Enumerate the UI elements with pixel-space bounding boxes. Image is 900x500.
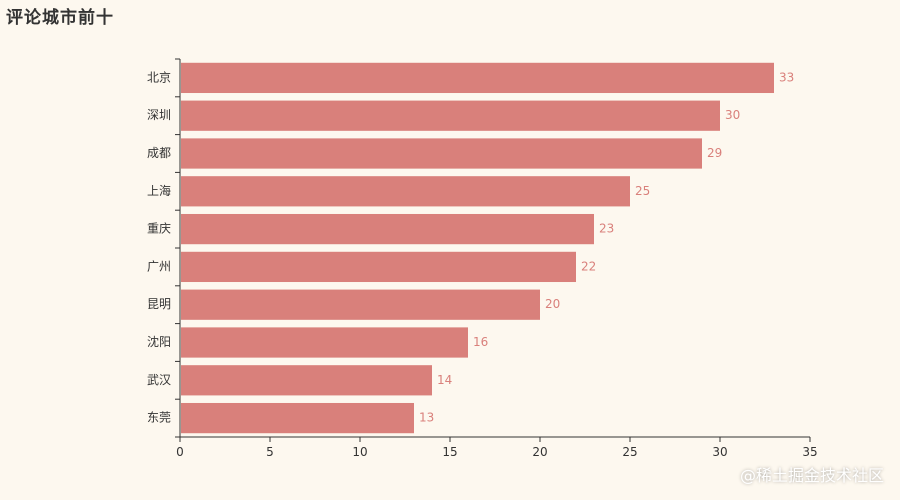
category-label-4: 重庆 (147, 222, 171, 236)
data-label-2: 29 (707, 146, 722, 160)
chart-title: 评论城市前十 (6, 8, 114, 28)
bar-7 (181, 327, 468, 358)
data-label-7: 16 (473, 335, 488, 349)
x-tick-label-7: 35 (802, 445, 817, 459)
data-label-1: 30 (725, 108, 740, 122)
bar-5 (181, 251, 576, 283)
category-label-7: 沈阳 (147, 334, 171, 349)
x-tick-label-2: 10 (352, 445, 367, 459)
category-label-9: 东莞 (147, 411, 171, 425)
category-label-0: 北京 (147, 70, 171, 84)
bar-0 (181, 62, 774, 94)
data-label-4: 23 (599, 222, 614, 236)
x-tick-label-4: 20 (532, 445, 547, 459)
bar-6 (181, 289, 540, 320)
x-tick-label-0: 0 (176, 445, 184, 459)
data-label-9: 13 (419, 411, 434, 425)
bar-4 (181, 213, 594, 245)
data-label-8: 14 (437, 373, 452, 387)
category-label-8: 武汉 (147, 373, 171, 387)
data-label-5: 22 (581, 259, 596, 273)
category-label-2: 成都 (147, 146, 171, 160)
bar-2 (181, 138, 702, 169)
category-label-5: 广州 (147, 259, 171, 273)
data-label-3: 25 (635, 184, 650, 198)
x-tick-label-3: 15 (442, 445, 457, 459)
category-label-3: 上海 (147, 183, 171, 198)
data-label-6: 20 (545, 297, 560, 311)
bar-3 (181, 176, 630, 207)
category-label-1: 深圳 (147, 108, 171, 122)
x-tick-label-5: 25 (622, 445, 637, 459)
category-label-6: 昆明 (147, 297, 171, 311)
bar-1 (181, 100, 720, 131)
bar-9 (181, 402, 414, 434)
x-tick-label-1: 5 (266, 445, 274, 459)
data-label-0: 33 (779, 70, 794, 84)
x-tick-label-6: 30 (712, 445, 727, 459)
watermark: @稀土掘金技术社区 (739, 466, 884, 485)
bar-8 (181, 365, 432, 396)
